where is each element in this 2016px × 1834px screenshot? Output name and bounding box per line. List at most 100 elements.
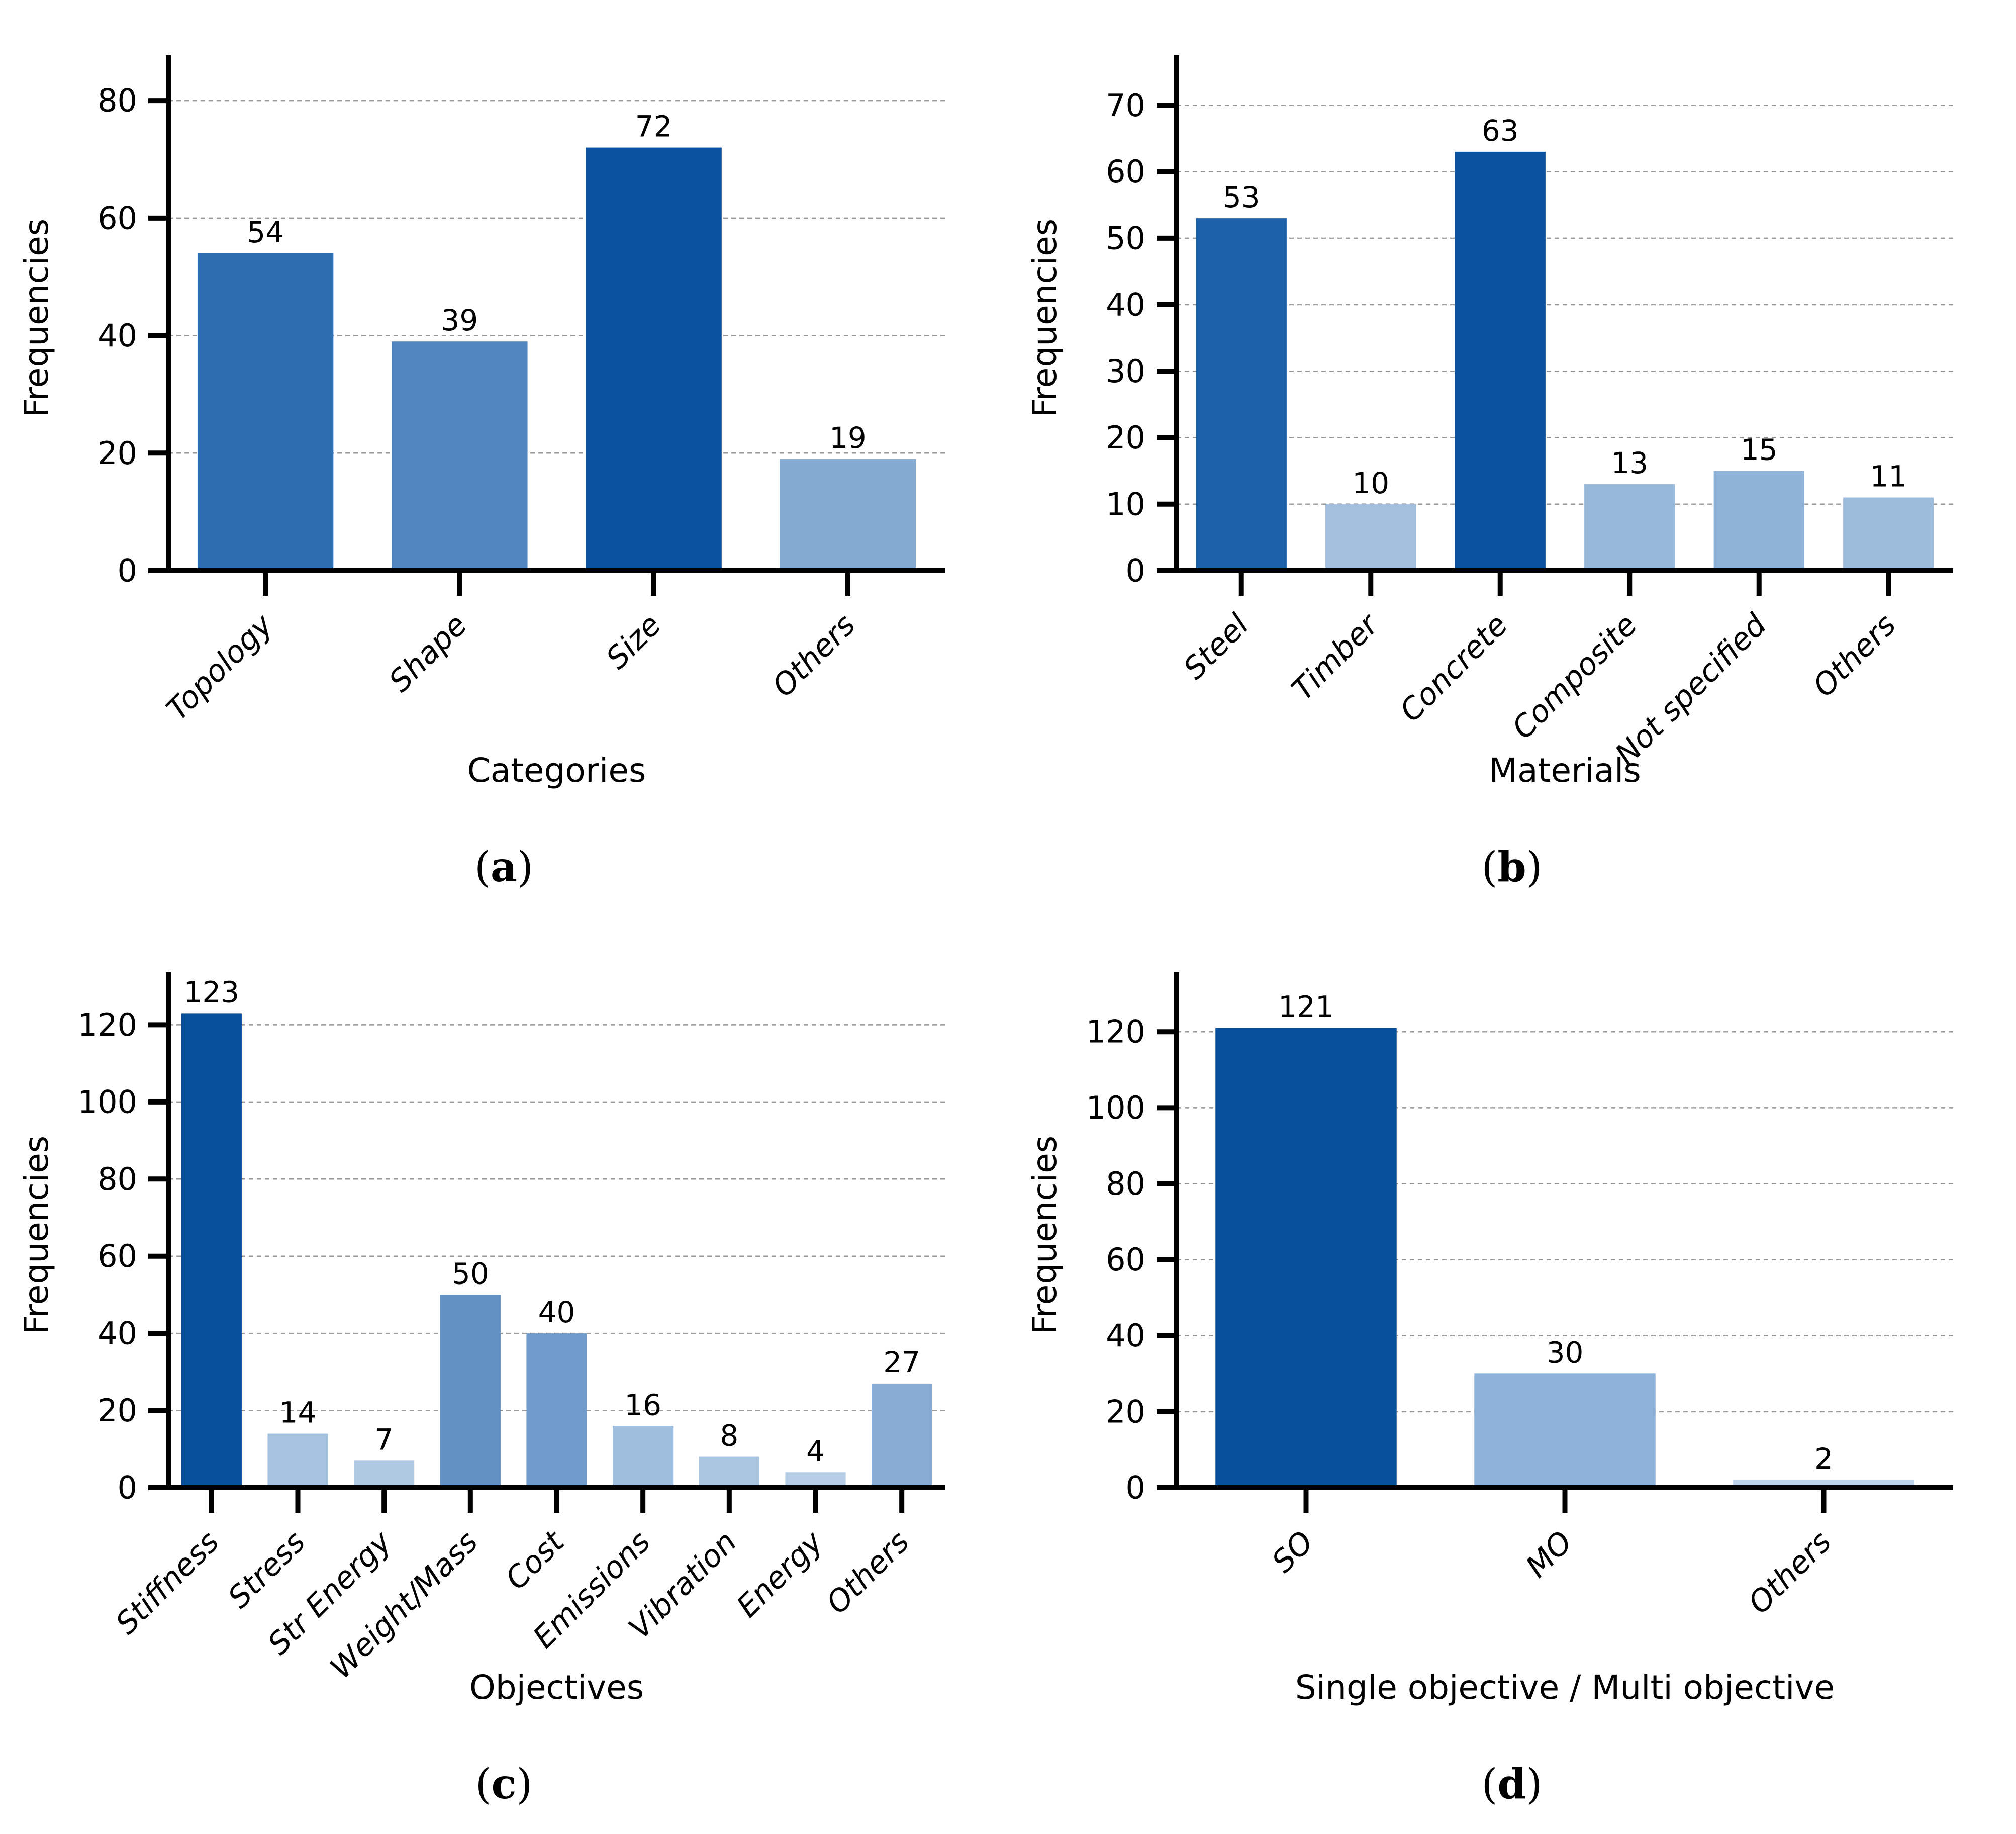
bar-chart-svg: 123 14 7 50 40 16 8 4 27 0 20 40 60 80 100 120 Stiffness… bbox=[17, 972, 945, 1707]
x-axis-label: Materials bbox=[1489, 751, 1641, 790]
bar-value-label: 50 bbox=[452, 1256, 489, 1291]
caption-paren-open: ( bbox=[474, 843, 491, 891]
y-tick-label: 60 bbox=[1106, 153, 1145, 190]
y-tick-label: 0 bbox=[1125, 553, 1145, 589]
bar-value-label: 54 bbox=[247, 215, 284, 249]
bar-mo bbox=[1474, 1373, 1656, 1488]
y-tick-label: 70 bbox=[1106, 87, 1145, 124]
bar-timber bbox=[1325, 504, 1416, 571]
panel-a: 54 39 72 19 0 20 40 60 80 Topology Shape Size Others… bbox=[0, 0, 1008, 917]
bar-vibration bbox=[699, 1456, 759, 1488]
x-tick-label: MO bbox=[1519, 1524, 1579, 1585]
caption-paren-close: ) bbox=[517, 843, 534, 891]
x-tick-label: Concrete bbox=[1393, 607, 1514, 729]
panel-b: 53 10 63 13 15 11 0 10 20 30 40 50 60 70 Steel Timber Co… bbox=[1008, 0, 2016, 917]
bar-value-label: 2 bbox=[1814, 1442, 1833, 1476]
bar-value-label: 13 bbox=[1611, 446, 1648, 480]
y-tick-label: 100 bbox=[1086, 1089, 1145, 1126]
y-tick-label: 40 bbox=[1106, 287, 1145, 323]
x-tick-label: Topology bbox=[160, 607, 280, 727]
bar-value-label: 40 bbox=[538, 1295, 575, 1329]
y-tick-label: 40 bbox=[1106, 1317, 1145, 1354]
bar-value-label: 10 bbox=[1352, 466, 1389, 500]
x-tick-label: Others bbox=[1806, 607, 1902, 704]
x-tick-label: Timber bbox=[1285, 606, 1386, 707]
x-tick-label: Size bbox=[600, 607, 668, 676]
caption-paren-close: ) bbox=[516, 1760, 533, 1808]
y-tick-label: 0 bbox=[118, 1470, 137, 1506]
bar-weight-mass bbox=[440, 1295, 501, 1488]
bar-value-label: 11 bbox=[1870, 460, 1907, 494]
bar-topology bbox=[197, 253, 334, 571]
bar-cost bbox=[526, 1333, 587, 1488]
y-tick-label: 80 bbox=[98, 1161, 137, 1198]
bar-value-label: 63 bbox=[1481, 114, 1518, 148]
caption-paren-open: ( bbox=[1481, 843, 1498, 891]
y-tick-label: 120 bbox=[78, 1006, 137, 1043]
bar-emissions bbox=[613, 1426, 674, 1488]
chart-a: 54 39 72 19 0 20 40 60 80 Topology Shape Size Others… bbox=[0, 0, 1008, 819]
caption-b: (b) bbox=[1008, 819, 2016, 915]
x-tick-label: Others bbox=[1742, 1524, 1838, 1621]
bar-value-label: 16 bbox=[624, 1388, 661, 1422]
bar-value-label: 53 bbox=[1222, 180, 1260, 214]
chart-b: 53 10 63 13 15 11 0 10 20 30 40 50 60 70 Steel Timber Co… bbox=[1008, 0, 2016, 819]
x-axis-label: Objectives bbox=[469, 1668, 644, 1707]
y-tick-label: 60 bbox=[1106, 1241, 1145, 1278]
bar-value-label: 7 bbox=[375, 1422, 394, 1456]
x-tick-label: Others bbox=[765, 607, 862, 704]
y-tick-label: 0 bbox=[1125, 1470, 1145, 1506]
x-tick-label: SO bbox=[1265, 1524, 1320, 1580]
bar-so bbox=[1215, 1028, 1397, 1488]
caption-paren-close: ) bbox=[1526, 843, 1543, 891]
caption-letter: d bbox=[1497, 1760, 1526, 1808]
chart-c: 123 14 7 50 40 16 8 4 27 0 20 40 60 80 100 120 Stiffness… bbox=[0, 917, 1008, 1736]
x-tick-label: Weight/Mass bbox=[324, 1524, 485, 1686]
y-tick-label: 120 bbox=[1086, 1014, 1145, 1050]
x-tick-label: Cost bbox=[499, 1523, 572, 1597]
x-tick-label: Steel bbox=[1177, 607, 1256, 686]
bar-str-energy bbox=[354, 1460, 415, 1488]
bar-composite bbox=[1584, 484, 1675, 571]
bar-value-label: 121 bbox=[1278, 990, 1334, 1024]
bar-not-specified bbox=[1713, 471, 1804, 571]
bar-value-label: 27 bbox=[883, 1345, 920, 1380]
chart-d: 121 30 2 0 20 40 60 80 100 120 SO MO Others Single ob… bbox=[1008, 917, 2016, 1736]
y-tick-label: 100 bbox=[78, 1083, 137, 1120]
y-tick-label: 20 bbox=[98, 1392, 137, 1429]
x-tick-label: Stiffness bbox=[109, 1524, 226, 1641]
x-axis-label: Categories bbox=[467, 751, 646, 790]
caption-c: (c) bbox=[0, 1736, 1008, 1832]
y-tick-label: 80 bbox=[98, 82, 137, 119]
caption-letter: a bbox=[490, 843, 518, 891]
caption-paren-close: ) bbox=[1526, 1760, 1543, 1808]
y-tick-label: 50 bbox=[1106, 220, 1145, 256]
y-tick-label: 10 bbox=[1106, 486, 1145, 522]
bar-stiffness bbox=[181, 1013, 242, 1488]
bar-value-label: 123 bbox=[183, 975, 239, 1009]
x-tick-label: Energy bbox=[730, 1524, 830, 1624]
y-tick-label: 20 bbox=[98, 435, 137, 472]
bar-chart-svg: 54 39 72 19 0 20 40 60 80 Topology Shape Size Others… bbox=[17, 55, 945, 790]
caption-a: (a) bbox=[0, 819, 1008, 915]
bar-others bbox=[1843, 497, 1934, 571]
y-tick-label: 20 bbox=[1106, 419, 1145, 456]
bar-size bbox=[586, 147, 722, 571]
panel-d: 121 30 2 0 20 40 60 80 100 120 SO MO Others Single ob… bbox=[1008, 917, 2016, 1834]
x-tick-label: Others bbox=[820, 1524, 916, 1621]
bar-stress bbox=[267, 1433, 328, 1488]
bar-shape bbox=[392, 341, 528, 571]
bar-concrete bbox=[1455, 151, 1546, 571]
bar-value-label: 8 bbox=[720, 1419, 738, 1453]
y-axis-label: Frequencies bbox=[17, 1136, 56, 1334]
y-tick-label: 40 bbox=[98, 1315, 137, 1352]
x-tick-label: Composite bbox=[1505, 607, 1644, 746]
caption-letter: b bbox=[1497, 843, 1526, 891]
y-tick-label: 60 bbox=[98, 200, 137, 236]
bar-steel bbox=[1196, 218, 1287, 571]
bar-value-label: 14 bbox=[279, 1396, 317, 1430]
y-tick-label: 40 bbox=[98, 317, 137, 354]
bar-value-label: 15 bbox=[1740, 433, 1777, 467]
